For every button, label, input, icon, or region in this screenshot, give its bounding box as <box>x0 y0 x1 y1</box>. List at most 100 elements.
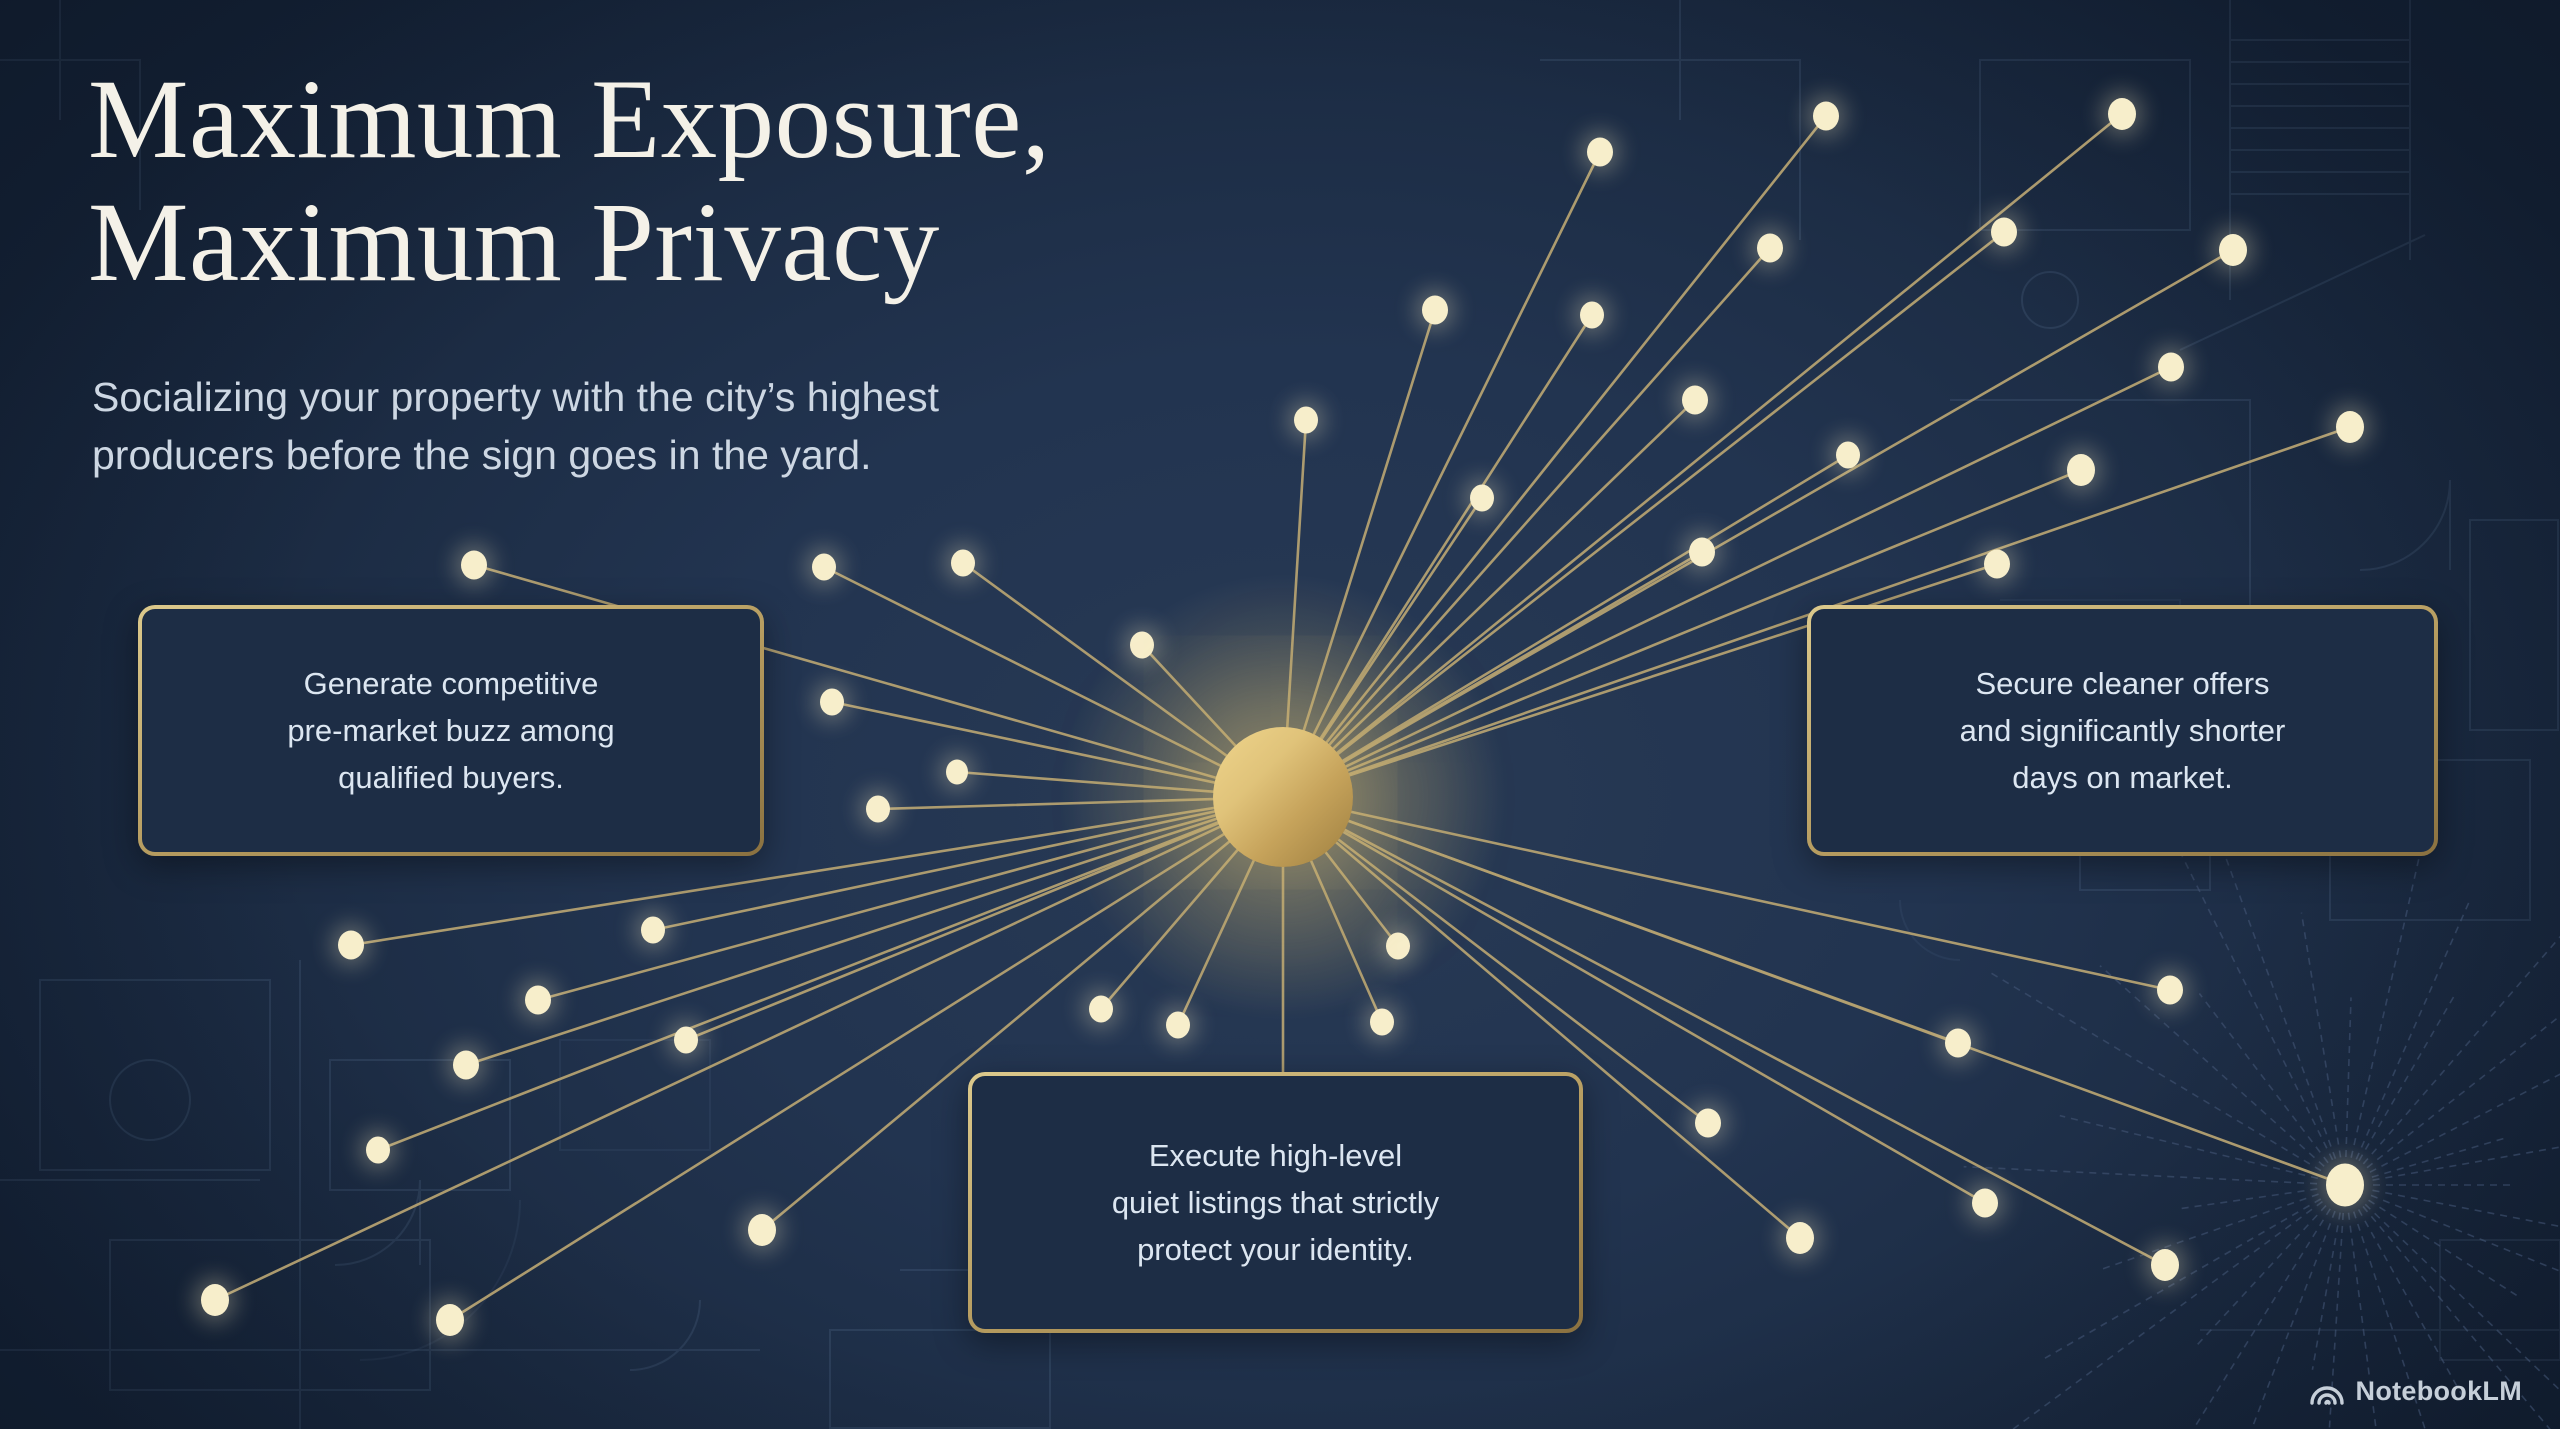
callout-bottom-text: Execute high-level quiet listings that s… <box>1111 1137 1440 1268</box>
burst-ray <box>2311 1212 2341 1370</box>
callout-box-left-inner: Generate competitive pre-market buzz amo… <box>142 609 760 852</box>
burst-ray <box>2355 899 2471 1160</box>
callout-left-text: Generate competitive pre-market buzz amo… <box>287 665 615 796</box>
network-node <box>1580 301 1604 329</box>
hub-line <box>349 795 1285 947</box>
burst-ray <box>2368 1199 2519 1297</box>
hub-line <box>651 795 1285 932</box>
network-node <box>338 930 364 960</box>
hub-line <box>684 795 1285 1042</box>
network-node <box>461 550 487 580</box>
hub-line <box>1281 150 1602 799</box>
burst-ray <box>2328 1212 2345 1429</box>
callout-right-text: Secure cleaner offers and significantly … <box>1959 665 2286 796</box>
hub-line <box>1281 365 2173 799</box>
hub-line <box>1281 246 1772 799</box>
network-node <box>2158 352 2184 382</box>
network-node <box>201 1284 229 1316</box>
network-node <box>1587 137 1613 167</box>
burst-ray <box>2198 993 2329 1164</box>
burst-ray <box>2011 1200 2323 1429</box>
hub-line <box>472 563 1285 799</box>
hub-line <box>1281 550 1704 799</box>
hub-line <box>1281 795 1802 1240</box>
burst-ray <box>2059 1114 2318 1180</box>
network-node <box>453 1050 479 1080</box>
burst-ray <box>2358 991 2458 1162</box>
burst-ray <box>1986 970 2322 1172</box>
callout-box-right: Secure cleaner offers and significantly … <box>1807 605 2438 856</box>
burst-ray <box>2193 1205 2327 1350</box>
callout-box-bottom: Execute high-level quiet listings that s… <box>968 1072 1583 1333</box>
burst-ray <box>1963 1165 2318 1185</box>
network-node <box>812 553 836 581</box>
hub-line <box>1281 230 2006 799</box>
network-node <box>866 795 890 823</box>
burst-ray <box>2357 1209 2463 1396</box>
hub-line <box>1281 114 1828 799</box>
network-node <box>1294 406 1318 434</box>
network-node <box>1422 295 1448 325</box>
hub-line <box>1281 398 1697 799</box>
network-node <box>2336 411 2364 443</box>
burst-ray <box>2250 1210 2336 1429</box>
network-node <box>1984 549 2010 579</box>
central-hub-node <box>1213 727 1353 867</box>
hub-line <box>1281 795 1987 1205</box>
hub-line <box>536 795 1285 1002</box>
hub-line <box>1281 795 2167 1267</box>
callout-box-left: Generate competitive pre-market buzz amo… <box>138 605 764 856</box>
hub-line <box>1281 795 1710 1125</box>
burst-ray <box>2352 1211 2426 1429</box>
hub-line <box>822 565 1285 799</box>
network-node <box>748 1214 776 1246</box>
network-node <box>641 916 665 944</box>
hub-line <box>1281 308 1437 799</box>
burst-ray <box>2219 842 2337 1159</box>
burst-ray <box>2192 1208 2331 1429</box>
hub-line <box>376 795 1285 1152</box>
hub-line <box>213 795 1285 1302</box>
burst-ray <box>2176 1188 2318 1210</box>
network-node <box>1695 1108 1721 1138</box>
hub-line <box>1281 453 1850 799</box>
network-node <box>436 1304 464 1336</box>
burst-ray <box>2350 795 2434 1158</box>
network-node <box>951 549 975 577</box>
hub-line <box>1281 562 1999 799</box>
network-node <box>1991 217 2017 247</box>
hub-line <box>1281 795 2172 992</box>
network-node <box>2151 1249 2179 1281</box>
network-node <box>1786 1222 1814 1254</box>
network-node <box>2108 98 2136 130</box>
network-node <box>820 688 844 716</box>
burst-ray <box>2347 1212 2377 1429</box>
hub-line <box>1281 795 2347 1187</box>
network-node <box>366 1136 390 1164</box>
page-subtitle: Socializing your property with the city’… <box>92 374 939 479</box>
network-node <box>1682 385 1708 415</box>
network-node <box>2067 454 2095 486</box>
page-title: Maximum Exposure, Maximum Privacy <box>88 57 1051 306</box>
secondary-starburst <box>1963 779 2560 1429</box>
network-node <box>2219 234 2247 266</box>
network-node <box>2157 975 2183 1005</box>
burst-ray <box>2362 1205 2551 1429</box>
hub-line <box>1281 313 1594 799</box>
network-node <box>946 759 968 785</box>
hub-line <box>464 795 1285 1067</box>
network-node <box>1386 932 1410 960</box>
burst-ray <box>2372 1146 2560 1181</box>
burst-ray <box>2362 935 2560 1165</box>
hub-line <box>1281 468 2083 799</box>
burst-ray <box>2345 997 2352 1158</box>
burst-ray <box>2044 1198 2322 1359</box>
callout-box-bottom-inner: Execute high-level quiet listings that s… <box>972 1076 1579 1329</box>
network-node <box>2326 1163 2364 1207</box>
network-node <box>1166 1011 1190 1039</box>
network-node <box>1130 631 1154 659</box>
network-node <box>1972 1188 1998 1218</box>
hub-line <box>760 795 1285 1232</box>
network-node <box>1813 101 1839 131</box>
